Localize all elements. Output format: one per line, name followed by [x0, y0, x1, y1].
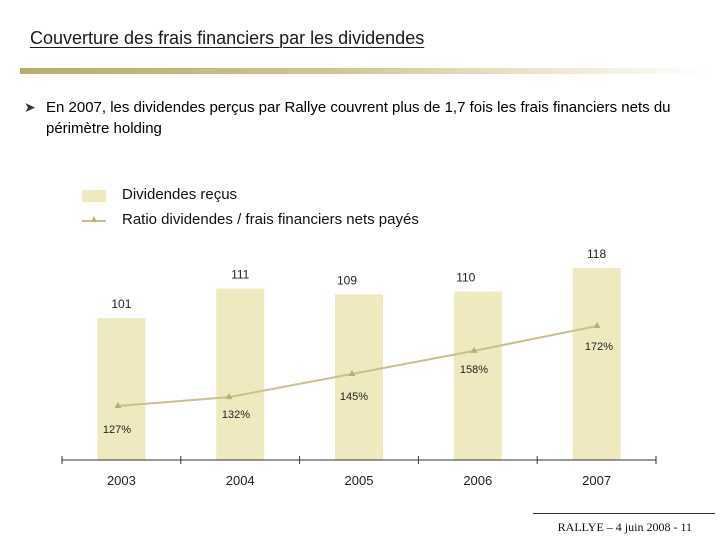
bar-value-label-2004: 111	[231, 268, 250, 282]
bar-value-label-2007: 118	[587, 247, 606, 261]
ratio-value-label-2003: 127%	[103, 424, 131, 436]
ratio-point-2007	[593, 322, 601, 328]
legend-triangle-marker	[91, 216, 97, 222]
x-tick-label-2007: 2007	[582, 473, 611, 488]
ratio-point-2005	[348, 370, 356, 376]
bullet-text: En 2007, les dividendes perçus par Rally…	[46, 99, 671, 137]
ratio-value-label-2006: 158%	[460, 364, 488, 376]
x-tick-label-2005: 2005	[345, 473, 374, 488]
bar-value-label-2006: 110	[456, 271, 475, 285]
legend-bar-swatch	[82, 190, 106, 202]
ratio-value-label-2004: 132%	[222, 409, 250, 421]
bar-2007	[572, 268, 621, 460]
legend-label-dividends: Dividendes reçus	[122, 186, 238, 203]
footer-rule	[533, 513, 715, 514]
bar-2004	[216, 288, 265, 460]
bar-value-label-2003: 101	[111, 297, 131, 311]
bar-2006	[453, 291, 502, 460]
x-tick-label-2004: 2004	[226, 473, 255, 488]
ratio-point-2006	[470, 346, 478, 353]
legend-label-ratio: Ratio dividendes / frais financiers nets…	[122, 211, 419, 228]
footer-text: RALLYE – 4 juin 2008 - 11	[557, 520, 692, 534]
bar-2005	[335, 294, 383, 460]
bar-value-label-2005: 109	[337, 273, 357, 287]
x-tick-label-2003: 2003	[107, 473, 136, 488]
ratio-value-label-2007: 172%	[585, 341, 613, 353]
bar-2003	[97, 318, 146, 460]
x-tick-label-2006: 2006	[463, 473, 492, 488]
ratio-point-2003	[114, 402, 122, 408]
ratio-value-label-2005: 145%	[340, 391, 368, 403]
title-rule	[20, 68, 710, 74]
ratio-point-2004	[225, 393, 233, 400]
arrow-bullet-icon: ➤	[24, 99, 36, 115]
page-title: Couverture des frais financiers par les …	[30, 28, 425, 48]
